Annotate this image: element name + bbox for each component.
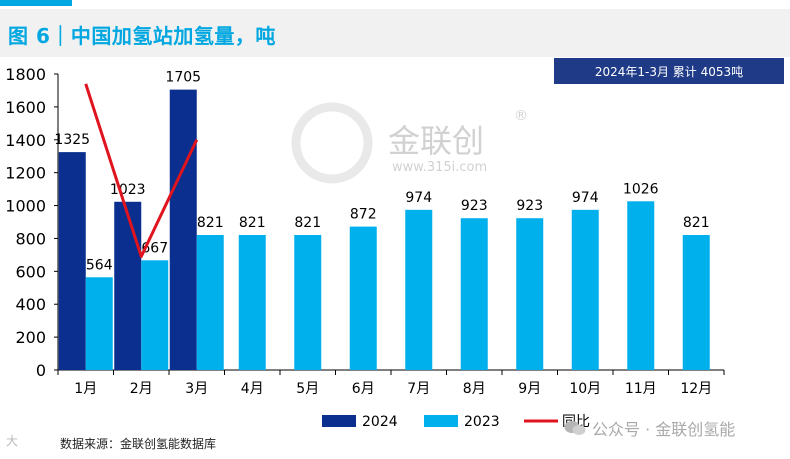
y-tick-label: 1400: [5, 131, 46, 150]
wechat-icon: [564, 421, 586, 435]
y-tick-label: 600: [15, 262, 46, 281]
data-label-2023: 974: [572, 190, 599, 206]
watermark-logo: [291, 102, 373, 184]
watermark-logo-ring: [291, 102, 373, 184]
bar-2023: [238, 234, 266, 370]
top-accent-bar: [0, 0, 72, 6]
y-tick-label: 800: [15, 229, 46, 248]
data-label-2023: 821: [197, 215, 224, 231]
brand-watermark-text: 公众号 · 金联创氢能: [592, 420, 736, 439]
watermark-logo-name: 金联创: [388, 122, 484, 160]
bar-2023: [85, 277, 113, 370]
bottom-watermark: 大: [6, 434, 19, 448]
y-tick-label: 1800: [5, 65, 46, 84]
bar-2023: [516, 218, 544, 370]
data-label-2023: 821: [239, 215, 266, 231]
x-tick-label: 10月: [569, 381, 601, 397]
y-tick-label: 1200: [5, 164, 46, 183]
x-tick-label: 6月: [352, 381, 375, 397]
x-tick-label: 4月: [241, 381, 264, 397]
data-label-2023: 1026: [623, 181, 659, 197]
legend-label-2024: 2024: [362, 414, 398, 430]
y-tick-label: 1000: [5, 197, 46, 216]
x-tick-label: 2月: [130, 381, 153, 397]
bar-2023: [627, 201, 655, 370]
bar-2024: [169, 89, 197, 370]
x-tick-label: 11月: [625, 381, 657, 397]
bar-2023: [196, 234, 224, 370]
title-band: [0, 9, 790, 57]
bar-2023: [405, 209, 433, 370]
x-tick-label: 12月: [680, 381, 712, 397]
data-label-2024: 1325: [54, 132, 90, 148]
x-tick-label: 5月: [296, 381, 319, 397]
bar-2023: [571, 209, 599, 370]
legend-swatch-2023: [424, 415, 458, 427]
data-label-2023: 821: [683, 215, 710, 231]
y-tick-label: 0: [36, 361, 46, 380]
bar-2023: [682, 234, 710, 370]
x-tick-label: 8月: [463, 381, 486, 397]
y-tick-label: 400: [15, 295, 46, 314]
summary-box: 2024年1-3月 累计 4053吨: [554, 58, 784, 84]
yoy-line: [84, 83, 199, 259]
brand-watermark: 公众号 · 金联创氢能: [564, 416, 735, 440]
x-tick-label: 9月: [518, 381, 541, 397]
legend-label-2023: 2023: [464, 414, 500, 430]
data-label-2023: 974: [405, 190, 432, 206]
x-tick-label: 1月: [74, 381, 97, 397]
data-source: 数据来源：金联创氢能数据库: [60, 437, 217, 451]
bar-2023: [349, 226, 377, 370]
watermark-logo-url: www.315i.com: [392, 160, 487, 175]
bar-2023: [141, 260, 169, 370]
x-tick-label: 7月: [407, 381, 430, 397]
data-label-2023: 923: [516, 198, 543, 214]
legend-swatch-2024: [322, 415, 356, 427]
bar-2024: [114, 201, 142, 370]
bar-2023: [294, 234, 322, 370]
data-label-2024: 1023: [110, 182, 146, 198]
data-label-2024: 1705: [165, 70, 201, 86]
bar-2024: [58, 152, 86, 370]
data-label-2023: 923: [461, 198, 488, 214]
chart-title: 图 6｜中国加氢站加氢量，吨: [8, 24, 276, 48]
data-label-2023: 872: [350, 207, 377, 223]
watermark-logo-mark: ®: [514, 108, 528, 124]
y-tick-label: 1600: [5, 98, 46, 117]
data-label-2023: 821: [294, 215, 321, 231]
x-tick-label: 3月: [185, 381, 208, 397]
data-label-2023: 564: [86, 257, 113, 273]
bar-2023: [460, 218, 488, 370]
y-tick-label: 200: [15, 328, 46, 347]
